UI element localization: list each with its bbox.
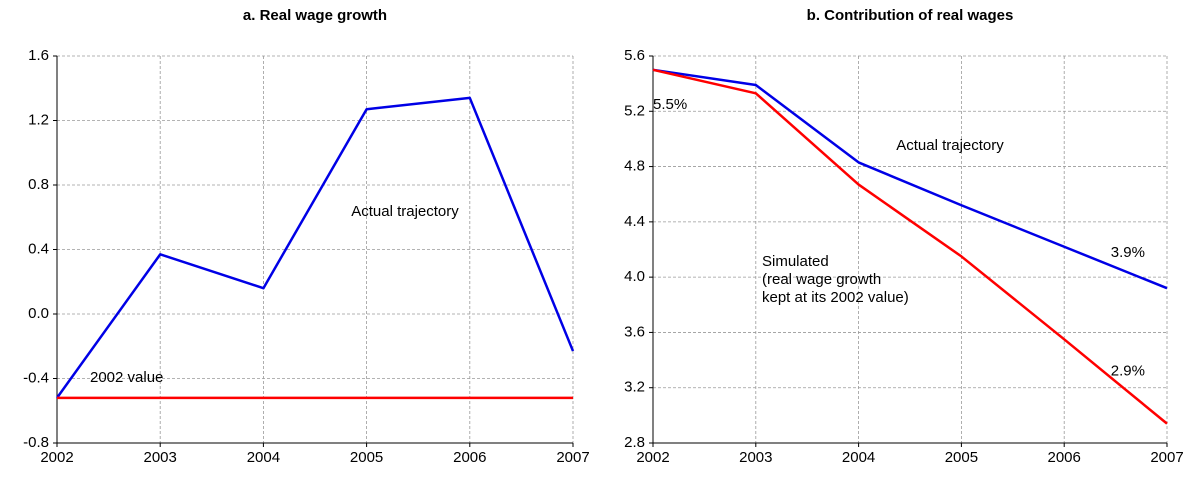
x-tick-label: 2006 bbox=[453, 449, 486, 466]
y-tick-label: -0.8 bbox=[23, 434, 49, 451]
y-tick-label: -0.4 bbox=[23, 369, 49, 386]
y-tick-label: 4.4 bbox=[624, 213, 645, 230]
x-tick-label: 2004 bbox=[247, 449, 280, 466]
chart-title: a. Real wage growth bbox=[243, 7, 387, 24]
x-tick-label: 2002 bbox=[636, 449, 669, 466]
series-line bbox=[652, 68, 1168, 290]
x-tick-label: 2003 bbox=[739, 449, 772, 466]
series-label: Actual trajectory bbox=[351, 203, 459, 220]
series-line bbox=[652, 68, 1168, 425]
y-tick-label: 2.8 bbox=[624, 434, 645, 451]
chart-title: b. Contribution of real wages bbox=[807, 7, 1014, 24]
value-label: 3.9% bbox=[1111, 244, 1145, 261]
x-tick-label: 2002 bbox=[40, 449, 73, 466]
y-tick-label: 0.8 bbox=[28, 176, 49, 193]
y-tick-label: 5.6 bbox=[624, 47, 645, 64]
x-tick-label: 2006 bbox=[1048, 449, 1081, 466]
y-tick-label: 5.2 bbox=[624, 102, 645, 119]
x-tick-label: 2003 bbox=[144, 449, 177, 466]
x-tick-label: 2007 bbox=[1150, 449, 1183, 466]
series-label: Simulated (real wage growth kept at its 20… bbox=[762, 253, 909, 306]
series-label: Actual trajectory bbox=[896, 137, 1004, 154]
x-tick-label: 2007 bbox=[556, 449, 589, 466]
series-line bbox=[55, 96, 575, 399]
x-tick-label: 2004 bbox=[842, 449, 875, 466]
y-tick-label: 1.6 bbox=[28, 47, 49, 64]
series-label: 2002 value bbox=[90, 369, 163, 386]
y-tick-label: 4.8 bbox=[624, 158, 645, 175]
value-label: 2.9% bbox=[1111, 363, 1145, 380]
y-tick-label: 0.4 bbox=[28, 240, 49, 257]
x-tick-label: 2005 bbox=[945, 449, 978, 466]
y-tick-label: 0.0 bbox=[28, 305, 49, 322]
y-tick-label: 4.0 bbox=[624, 268, 645, 285]
y-tick-label: 3.6 bbox=[624, 323, 645, 340]
x-tick-label: 2005 bbox=[350, 449, 383, 466]
y-tick-label: 3.2 bbox=[624, 379, 645, 396]
y-tick-label: 1.2 bbox=[28, 111, 49, 128]
value-label: 5.5% bbox=[653, 96, 687, 113]
